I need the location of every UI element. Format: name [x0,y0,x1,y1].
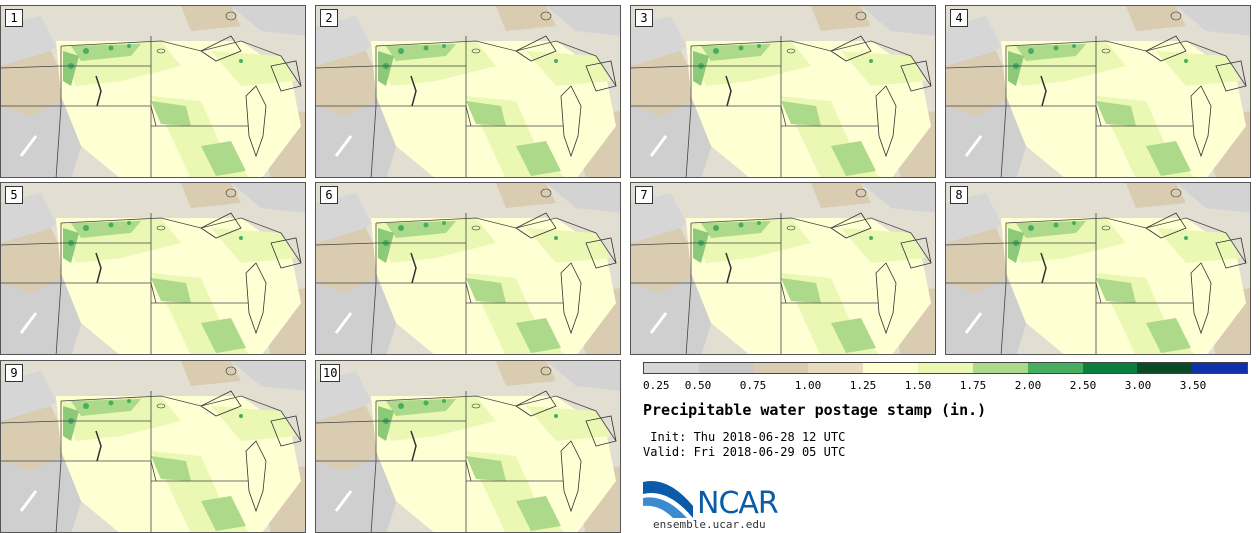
colorbar-swatch [1027,363,1083,373]
member-label: 3 [635,9,653,27]
colorbar-tick-label: 2.50 [1069,379,1097,392]
ncar-logo-icon [643,481,693,518]
member-map [316,183,620,354]
stamp-panel: 10 [315,360,621,533]
colorbar-tick-label: 3.50 [1179,379,1207,392]
colorbar-tick-label: 0.75 [739,379,767,392]
colorbar-swatch [1192,363,1247,373]
init-time: Init: Thu 2018-06-28 12 UTC [643,430,846,444]
member-label: 4 [950,9,968,27]
colorbar-swatch [1137,363,1193,373]
ncar-logo-text: NCAR [697,486,779,521]
stamp-panel: 5 [0,182,306,355]
chart-title: Precipitable water postage stamp (in.) [643,401,987,419]
member-map [1,361,305,532]
member-map [316,6,620,177]
colorbar-tick-label: 3.00 [1124,379,1152,392]
member-label: 9 [5,364,23,382]
member-map [946,6,1250,177]
member-map [631,183,935,354]
colorbar-swatch [753,363,809,373]
colorbar-tick-label: 0.25 [643,379,670,392]
colorbar-tick-label: 1.75 [959,379,987,392]
stamp-panel: 6 [315,182,621,355]
member-label: 7 [635,186,653,204]
member-label: 6 [320,186,338,204]
member-map [1,6,305,177]
colorbar-tick-label: 2.00 [1014,379,1042,392]
stamp-panel: 1 [0,5,306,178]
colorbar-swatch [972,363,1028,373]
member-label: 5 [5,186,23,204]
member-label: 8 [950,186,968,204]
member-map [631,6,935,177]
colorbar-swatch [644,363,699,373]
colorbar-swatch [918,363,973,373]
colorbar-swatch [1082,363,1138,373]
stamp-panel: 8 [945,182,1251,355]
colorbar-swatch [863,363,919,373]
member-map [316,361,620,532]
member-map [1,183,305,354]
colorbar-tick-label: 0.50 [684,379,712,392]
stamp-panel: 4 [945,5,1251,178]
colorbar-swatch [698,363,754,373]
member-map [946,183,1250,354]
colorbar-tick-label: 1.25 [849,379,877,392]
member-label: 10 [320,364,341,382]
stamp-panel: 9 [0,360,306,533]
colorbar-tick-label: 1.50 [904,379,932,392]
member-label: 1 [5,9,23,27]
colorbar-swatch [808,363,864,373]
colorbar-tick-label: 1.00 [794,379,822,392]
site-url: ensemble.ucar.edu [653,518,766,531]
colorbar [643,362,1248,374]
valid-time: Valid: Fri 2018-06-29 05 UTC [643,445,846,459]
stamp-panel: 2 [315,5,621,178]
stamp-panel: 7 [630,182,936,355]
member-label: 2 [320,9,338,27]
stamp-panel: 3 [630,5,936,178]
